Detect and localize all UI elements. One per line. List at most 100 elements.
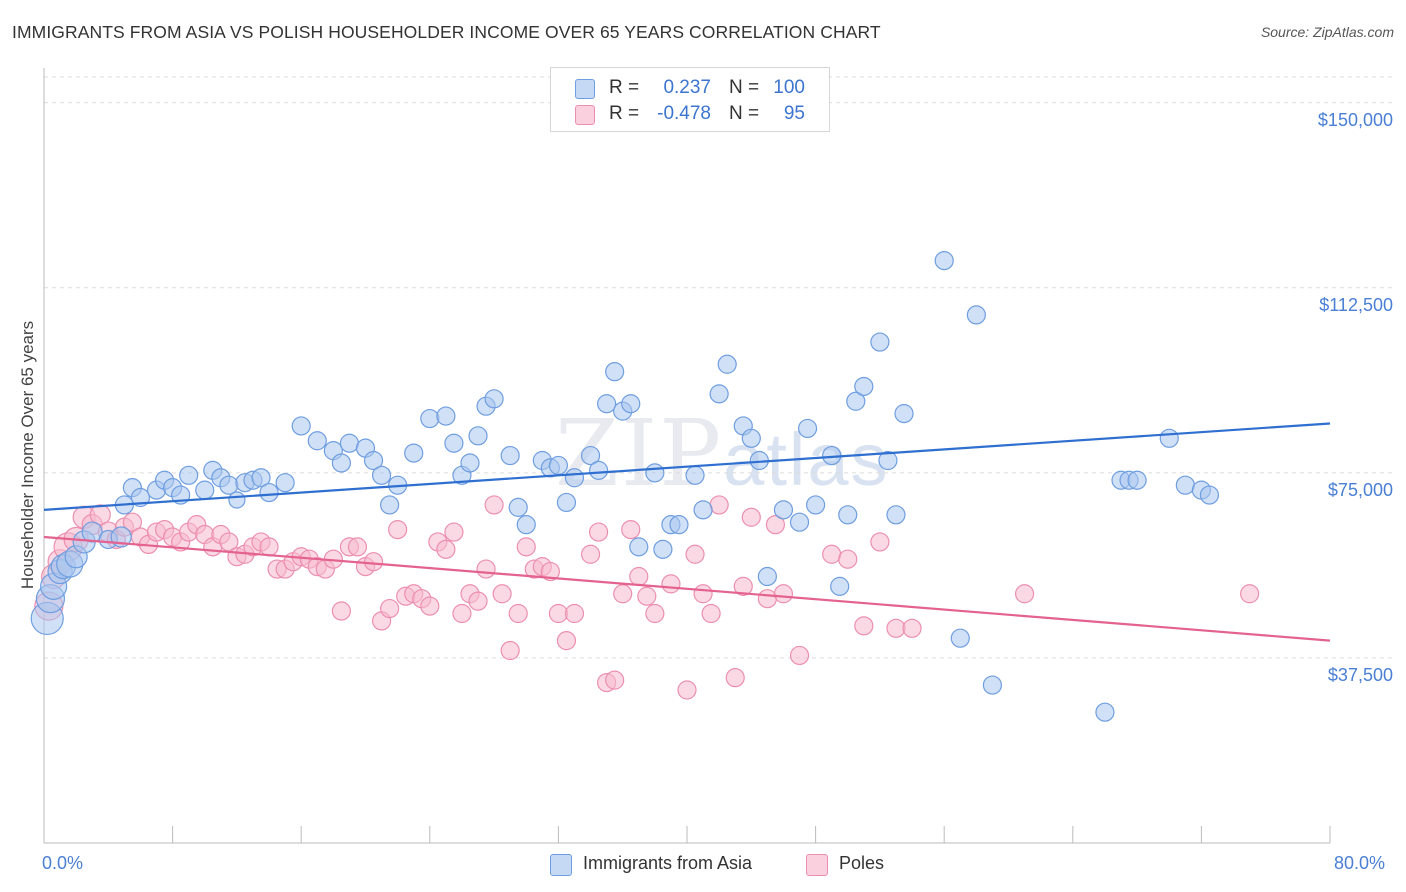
- asia-point-53: [548, 455, 569, 476]
- poles-point-55: [476, 559, 496, 579]
- asia-point-41: [436, 406, 456, 426]
- asia-point-56: [580, 445, 601, 466]
- asia-point-95: [1127, 470, 1147, 490]
- asia-point-63: [645, 463, 665, 483]
- poles-point-70: [605, 670, 625, 690]
- poles-point-75: [645, 603, 665, 624]
- poles-point-95: [1014, 584, 1035, 604]
- bottom-legend-label: Immigrants from Asia: [583, 853, 753, 873]
- poles-point-51: [444, 522, 464, 542]
- asia-point-74: [757, 566, 777, 587]
- asia-point-40: [420, 408, 440, 429]
- asia-point-30: [307, 431, 327, 451]
- asia-point-68: [693, 500, 713, 520]
- x-tick-label-max: 80.0%: [1334, 853, 1386, 873]
- asia-point-89: [950, 628, 970, 648]
- legend-r-value: -0.478: [657, 103, 711, 124]
- asia-point-37: [380, 495, 400, 515]
- poles-point-92: [870, 532, 890, 552]
- trend-lines: [43, 422, 1331, 642]
- poles-point-89: [822, 544, 842, 564]
- asia-point-92: [1095, 702, 1115, 722]
- legend-n-label: N =: [729, 103, 760, 124]
- trend-line-poles: [43, 535, 1331, 642]
- poles-point-66: [564, 603, 585, 624]
- axes: [43, 68, 1331, 844]
- y-tick-label: $112,500: [1319, 294, 1393, 315]
- asia-point-72: [741, 428, 761, 448]
- poles-point-59: [508, 603, 528, 624]
- poles-point-74: [637, 586, 657, 606]
- asia-point-28: [275, 473, 295, 493]
- asia-point-81: [838, 505, 858, 525]
- poles-point-50: [436, 539, 456, 559]
- asia-point-86: [886, 505, 906, 525]
- asia-point-70: [717, 354, 737, 374]
- poles-point-65: [556, 631, 577, 651]
- asia-point-85: [878, 450, 898, 471]
- asia-point-84: [870, 332, 890, 352]
- asia-point-87: [894, 404, 914, 424]
- legend-row-immigrants-from-asia: R = 0.237 N = 100: [551, 76, 829, 102]
- asia-point-19: [195, 480, 215, 500]
- y-tick-label: $150,000: [1317, 109, 1393, 130]
- asia-point-32: [331, 453, 351, 473]
- asia-point-62: [629, 537, 649, 557]
- asia-point-35: [363, 450, 384, 471]
- asia-point-50: [516, 515, 536, 535]
- poles-point-88: [789, 645, 810, 666]
- asia-point-26: [251, 468, 271, 488]
- poles-point-52: [452, 603, 472, 624]
- legend-n-value: 95: [783, 103, 805, 124]
- poles-point-58: [500, 640, 520, 661]
- asia-point-67: [685, 465, 705, 485]
- bottom-legend-swatch-pink: [806, 854, 828, 876]
- asia-point-57: [588, 460, 609, 480]
- poles-point-83: [733, 576, 753, 596]
- asia-point-77: [797, 418, 818, 439]
- legend-swatch-blue: [575, 79, 595, 99]
- series-poles: [34, 495, 1260, 700]
- chart-title: IMMIGRANTS FROM ASIA VS POLISH HOUSEHOLD…: [12, 22, 881, 42]
- poles-point-79: [693, 584, 713, 604]
- poles-point-85: [757, 589, 777, 609]
- asia-point-59: [605, 362, 625, 382]
- asia-point-44: [460, 453, 480, 473]
- poles-point-86: [765, 515, 786, 535]
- poles-point-60: [516, 537, 536, 557]
- y-tick-label: $75,000: [1327, 479, 1393, 500]
- asia-point-99: [1199, 485, 1220, 505]
- y-tick-label: $37,500: [1327, 664, 1393, 685]
- y-axis-label: Householder Income Over 65 years: [18, 320, 37, 590]
- poles-point-80: [701, 603, 721, 624]
- asia-point-79: [830, 576, 850, 596]
- asia-point-22: [219, 475, 239, 495]
- poles-point-37: [331, 601, 351, 621]
- asia-point-18: [179, 465, 199, 485]
- poles-point-76: [661, 574, 681, 594]
- asia-point-61: [621, 394, 641, 414]
- asia-point-54: [556, 492, 577, 513]
- legend-r-label: R =: [609, 103, 640, 124]
- poles-point-91: [854, 616, 874, 636]
- legend-swatch-pink: [575, 105, 595, 125]
- poles-point-77: [677, 680, 697, 700]
- poles-point-90: [838, 549, 858, 569]
- asia-point-97: [1175, 475, 1195, 495]
- asia-point-23: [228, 491, 246, 509]
- asia-point-39: [404, 443, 424, 463]
- poles-point-11: [122, 512, 143, 532]
- asia-point-58: [597, 394, 617, 414]
- bottom-legend-swatch-blue: [550, 854, 572, 876]
- poles-point-48: [420, 596, 440, 616]
- poles-point-87: [773, 584, 794, 604]
- poles-point-96: [1240, 584, 1260, 604]
- asia-point-75: [773, 500, 794, 520]
- poles-point-57: [492, 584, 512, 604]
- legend-row-poles: R = -0.478 N = 95: [551, 102, 829, 128]
- poles-point-7: [89, 504, 111, 526]
- asia-point-33: [339, 433, 360, 453]
- asia-point-66: [669, 515, 689, 535]
- poles-point-94: [902, 618, 922, 638]
